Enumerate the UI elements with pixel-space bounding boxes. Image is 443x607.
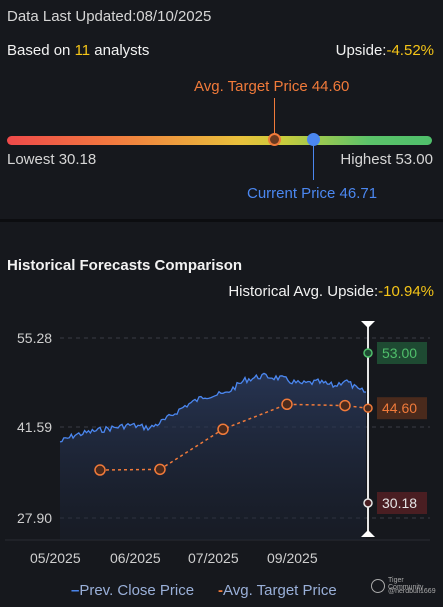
forecast-marker-dot [363,403,373,413]
tiger-logo-icon [371,579,385,593]
legend-line-blue: – [71,582,80,599]
analyst-count: 11 [74,42,91,59]
legend-prev-close[interactable]: –Prev. Close Price [71,582,195,599]
avg-target-marker [268,133,281,146]
range-bottom-arrow [361,530,375,537]
lowest-label: Lowest 30.18 [7,151,97,168]
upside: Upside:-4.52% [335,42,434,59]
watermark: Tiger Community @nerdbull1669 [371,575,441,601]
section-divider [0,219,443,222]
range-top-arrow [361,321,375,328]
forecast-marker-label: 44.60 [382,400,417,416]
x-tick-label: 05/2025 [30,550,81,566]
y-tick-label: 27.90 [17,510,52,526]
forecast-markers: 53.00 44.60 30.18 [363,342,427,514]
avg-target-point [94,464,106,476]
legend-avg-target[interactable]: -Avg. Target Price [218,582,337,599]
historical-chart: 55.28 41.59 27.90 05/2025 06/2025 07/202… [5,321,430,566]
avg-target-label: Avg. Target Price 44.60 [194,78,350,95]
prev-close-series [59,372,367,540]
avg-target-connector [274,98,275,135]
highest-label: Highest 53.00 [340,151,433,168]
legend-line-orange: - [218,582,223,599]
price-range-bar [7,136,432,145]
upside-value: -4.52% [386,42,434,59]
analyst-count-text: Based on 11 analysts [7,42,150,59]
avg-target-point [217,423,229,435]
data-last-updated: Data Last Updated:08/10/2025 [7,8,212,25]
avg-target-point [154,463,166,476]
forecast-marker-label: 53.00 [382,345,417,361]
current-price-connector [313,146,314,180]
avg-target-point [339,399,351,412]
y-tick-label: 41.59 [17,419,52,435]
forecast-marker-box [377,397,427,420]
avg-target-series [94,398,369,476]
prev-close-area [60,373,366,540]
forecast-marker-label: 30.18 [382,495,417,511]
forecast-marker-dot [363,348,373,358]
current-price-marker [307,133,320,146]
forecast-marker-box [377,492,427,514]
historical-title: Historical Forecasts Comparison [7,257,243,274]
historical-avg-upside: Historical Avg. Upside:-10.94% [228,283,434,300]
y-tick-label: 55.28 [17,330,52,346]
forecast-marker-box [377,342,427,364]
x-tick-label: 06/2025 [110,550,161,566]
historical-avg-upside-value: -10.94% [378,283,434,300]
current-price-label: Current Price 46.71 [247,185,378,202]
avg-target-point [281,398,293,411]
forecast-marker-dot [363,498,373,508]
x-tick-label: 09/2025 [267,550,318,566]
prev-close-line [59,372,367,443]
x-tick-label: 07/2025 [188,550,239,566]
